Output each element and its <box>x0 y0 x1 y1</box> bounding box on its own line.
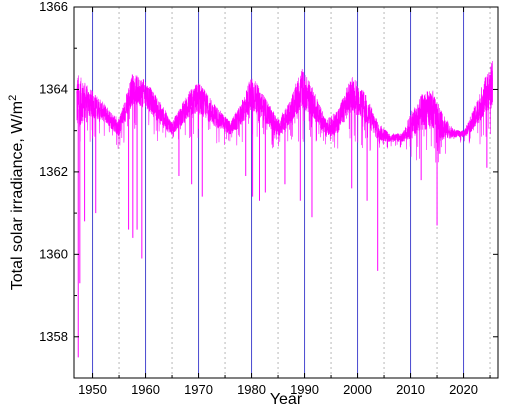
plot-frame <box>73 6 499 379</box>
x-tick-label: 2020 <box>449 382 478 397</box>
x-tick-label: 1990 <box>290 382 319 397</box>
tsi-series <box>76 60 493 358</box>
x-tick-label: 1950 <box>78 382 107 397</box>
x-tick-label: 1980 <box>237 382 266 397</box>
tick-labels: 1950 1960 1970 1980 1990 2000 2010 2020 1358 1360… <box>39 0 478 397</box>
x-tick-label: 1960 <box>131 382 160 397</box>
x-tick-label: 2000 <box>343 382 372 397</box>
x-tick-label: 1970 <box>184 382 213 397</box>
y-tick-label: 1362 <box>39 164 68 179</box>
y-tick-label: 1364 <box>39 81 68 96</box>
axis-ticks <box>74 6 498 379</box>
x-axis-title: Year <box>270 391 303 408</box>
grid-lines <box>92 7 491 378</box>
y-tick-label: 1366 <box>39 0 68 14</box>
y-tick-label: 1360 <box>39 246 68 261</box>
y-axis-title-superscript: 2 <box>7 95 19 101</box>
x-tick-label: 2010 <box>396 382 425 397</box>
y-axis-title-text: Total solar irradiance, W/m <box>9 101 26 290</box>
y-axis-title: Total solar irradiance, W/m2 <box>7 95 26 291</box>
tsi-line <box>76 60 493 163</box>
y-tick-label: 1358 <box>39 329 68 344</box>
